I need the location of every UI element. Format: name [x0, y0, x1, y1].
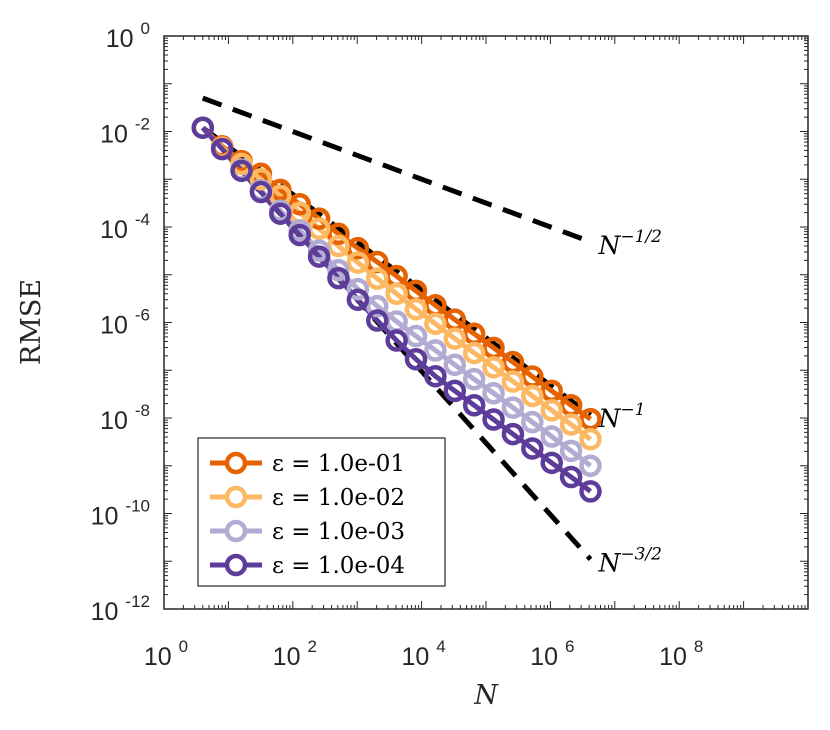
- series-point: [385, 329, 408, 352]
- series-point: [307, 207, 331, 230]
- plot-frame: [163, 35, 809, 610]
- series-point: [501, 396, 525, 419]
- legend: ε = 1.0e-01 ε = 1.0e-02 ε = 1.0e-03 ε = 1.0…: [197, 437, 446, 587]
- series-point: [559, 413, 583, 436]
- series-point: [540, 451, 563, 475]
- y-tick-label: 10 -2: [100, 115, 150, 149]
- series-point: [249, 180, 273, 204]
- series-point: [579, 454, 602, 477]
- legend-marker: [224, 553, 248, 577]
- reference-line-label: N−1/2: [597, 227, 661, 260]
- x-tick-label: 10 2: [273, 637, 317, 671]
- x-tick-labels: 10 0 10 2 10 4 10 6 10 8: [144, 637, 703, 671]
- y-tick-label: 10 -8: [100, 401, 150, 435]
- series-markers: [191, 116, 602, 503]
- series-point: [462, 341, 486, 365]
- series-point: [443, 379, 467, 403]
- series-point: [462, 393, 486, 417]
- series-point: [327, 258, 350, 282]
- series-point: [462, 367, 486, 391]
- series-point: [365, 309, 389, 332]
- series-point: [482, 381, 505, 405]
- series-point: [327, 234, 350, 258]
- series-point: [288, 192, 311, 216]
- reference-line-label: N−3/2: [597, 544, 661, 577]
- y-tick-label: 10 -6: [100, 306, 150, 340]
- series-point: [191, 116, 215, 139]
- series-point: [521, 410, 544, 434]
- legend-marker: [224, 485, 248, 509]
- legend-marker: [224, 451, 248, 475]
- y-tick-label: 10 0: [106, 19, 150, 53]
- series-point: [521, 437, 544, 460]
- x-axis-label: N: [473, 680, 499, 711]
- y-tick-label: 10 -10: [91, 497, 150, 531]
- series-point: [559, 465, 583, 489]
- x-tick-label: 10 4: [401, 637, 445, 671]
- series-point: [346, 251, 370, 274]
- y-tick-label: 10 -4: [100, 210, 150, 244]
- series-point: [579, 480, 602, 503]
- series-point: [424, 339, 447, 362]
- series-point: [210, 137, 234, 161]
- series-point: [346, 277, 370, 301]
- series-point: [540, 425, 563, 448]
- series-point: [327, 222, 350, 246]
- series-point: [307, 245, 331, 268]
- series-point: [521, 384, 544, 408]
- series-point: [579, 427, 602, 451]
- legend-label: ε = 1.0e-04: [272, 553, 405, 579]
- series-point: [404, 347, 428, 371]
- y-axis-label: RMSE: [16, 279, 47, 365]
- series-point: [501, 370, 525, 393]
- series-point: [269, 202, 292, 225]
- series-point: [249, 168, 273, 191]
- series-point: [482, 356, 505, 379]
- series-point: [540, 399, 563, 422]
- series-point: [424, 312, 447, 336]
- x-tick-label: 10 0: [144, 637, 188, 671]
- series-point: [424, 364, 447, 388]
- legend-label: ε = 1.0e-02: [272, 485, 405, 511]
- series-point: [443, 327, 467, 350]
- y-tick-labels: 10 0 10 -2 10 -4 10 -6 10 -8 10 -10 10 -12: [91, 19, 150, 626]
- series-point: [230, 159, 253, 183]
- series-point: [559, 439, 583, 463]
- series-point: [404, 324, 428, 348]
- series-point: [365, 267, 389, 290]
- legend-marker: [224, 519, 248, 543]
- x-tick-label: 10 6: [530, 637, 574, 671]
- reference-line-label: N−1: [597, 400, 645, 433]
- reference-line: [201, 95, 592, 245]
- reference-line-labels: N−1/2 N−1 N−3/2: [597, 227, 661, 577]
- x-tick-label: 10 8: [659, 637, 703, 671]
- series-point: [404, 297, 428, 321]
- series-point: [443, 353, 467, 377]
- series-point: [346, 288, 370, 311]
- series-point: [482, 408, 505, 431]
- y-tick-label: 10 -12: [91, 592, 150, 626]
- series-point: [385, 282, 408, 306]
- legend-label: ε = 1.0e-01: [272, 451, 405, 477]
- series-point: [501, 422, 525, 446]
- series-point: [327, 266, 350, 290]
- series-point: [365, 294, 389, 318]
- series-point: [288, 223, 311, 247]
- legend-label: ε = 1.0e-03: [272, 519, 405, 545]
